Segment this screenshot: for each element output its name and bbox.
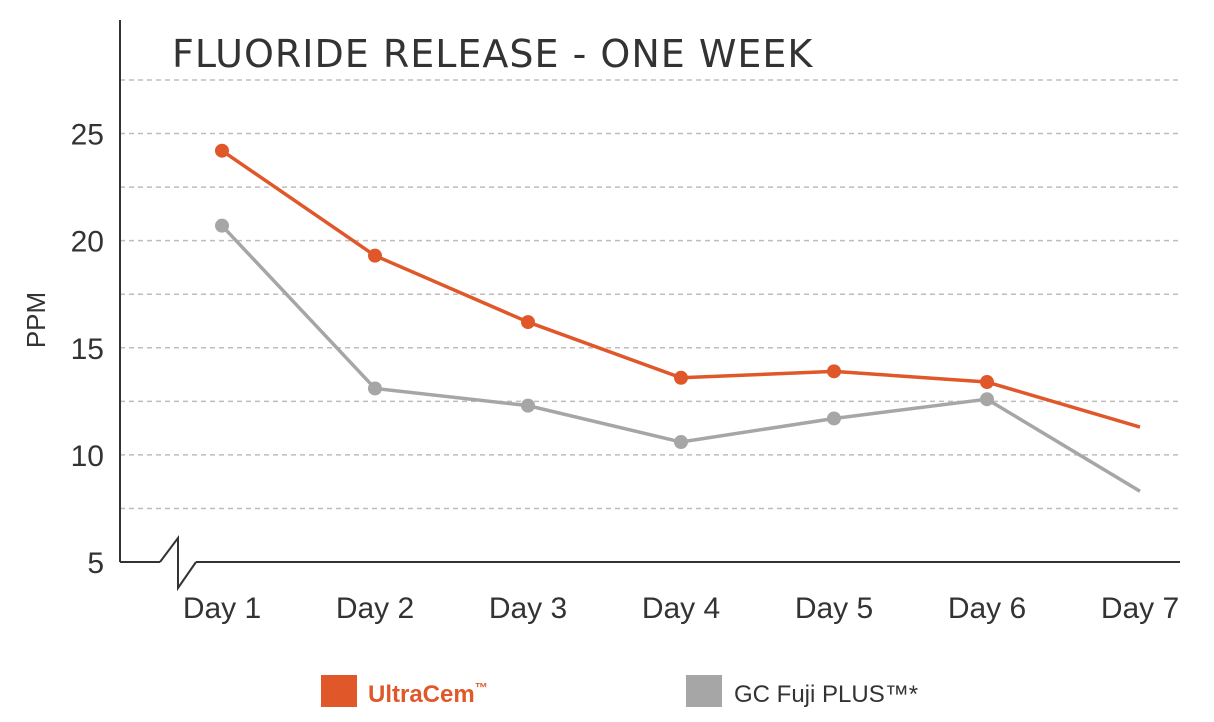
y-axis-label: PPM	[21, 292, 51, 348]
x-tick-label: Day 3	[489, 592, 567, 625]
x-tick-label: Day 7	[1101, 592, 1179, 625]
legend-label-ultracem-trademark: ™	[475, 680, 488, 695]
legend-label-ultracem: UltraCem™	[368, 680, 488, 708]
data-point	[827, 411, 841, 426]
y-tick-label: 5	[87, 547, 104, 580]
x-tick-label: Day 6	[948, 592, 1026, 625]
series-line	[221, 149, 1141, 429]
data-point	[521, 398, 535, 413]
y-tick-label: 15	[71, 333, 104, 366]
data-point	[674, 370, 688, 385]
chart-title: FLUORIDE RELEASE - ONE WEEK	[172, 32, 813, 76]
grid-lines	[120, 79, 1180, 510]
x-tick-label: Day 2	[336, 592, 414, 625]
legend: UltraCem™ GC Fuji PLUS™*	[321, 675, 918, 708]
series-line	[220, 224, 1141, 493]
legend-swatch-gc-fuji-plus	[686, 675, 722, 707]
legend-label-gc-fuji-plus: GC Fuji PLUS™*	[734, 681, 918, 708]
data-point	[980, 392, 994, 407]
data-point	[215, 143, 229, 158]
x-tick-label: Day 4	[642, 592, 720, 625]
data-point	[368, 381, 382, 396]
y-tick-labels: 5 10 15 20 25	[71, 119, 104, 580]
data-point	[827, 364, 841, 379]
data-point	[368, 248, 382, 263]
y-tick-label: 25	[71, 119, 104, 152]
data-point	[980, 375, 994, 390]
y-tick-label: 10	[71, 440, 104, 473]
axes	[119, 20, 1180, 592]
series-ultracem	[215, 143, 1141, 429]
series	[215, 143, 1141, 493]
axis-break-mark	[159, 535, 197, 592]
data-point	[215, 218, 229, 233]
legend-label-ultracem-name: UltraCem	[368, 681, 475, 708]
data-point	[674, 435, 688, 450]
series-gc-fuji-plus	[215, 218, 1141, 493]
legend-swatch-ultracem	[321, 675, 357, 707]
x-tick-label: Day 1	[183, 592, 261, 625]
data-point	[521, 315, 535, 330]
y-tick-label: 20	[71, 226, 104, 259]
x-tick-labels: Day 1 Day 2 Day 3 Day 4 Day 5 Day 6 Day 7	[183, 592, 1179, 625]
x-tick-label: Day 5	[795, 592, 873, 625]
